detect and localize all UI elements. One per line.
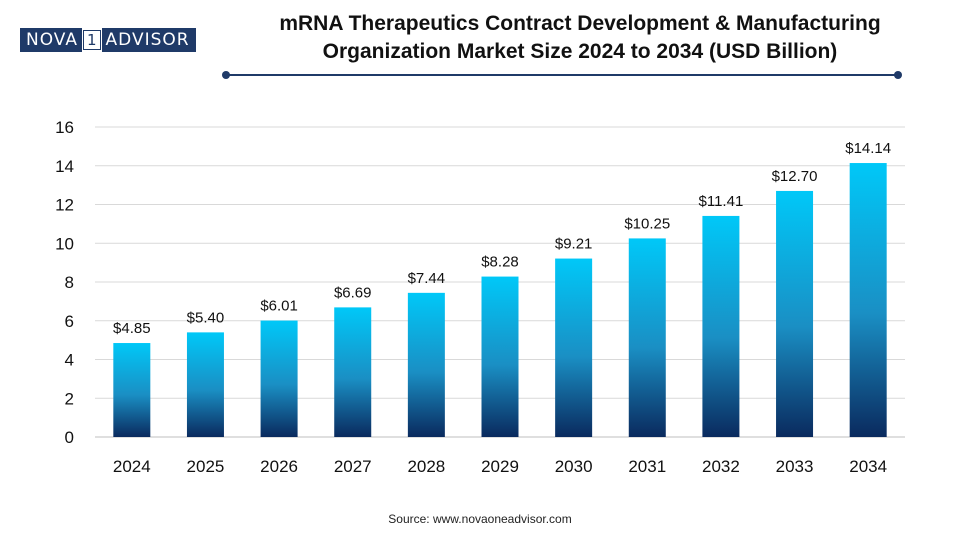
bar-value-label: $12.70 (772, 168, 818, 185)
y-tick-label: 12 (55, 196, 74, 215)
bar (407, 292, 445, 437)
brand-logo: NOVA 1 ADVISOR (20, 27, 196, 53)
bar (334, 307, 372, 437)
bar-value-label: $10.25 (624, 215, 670, 232)
bar-value-label: $5.40 (187, 309, 225, 326)
bar-value-label: $6.69 (334, 284, 372, 301)
x-tick-label: 2029 (481, 457, 519, 476)
bar (186, 332, 224, 437)
logo-nova-text: NOVA (20, 28, 82, 52)
bar-value-label: $7.44 (408, 270, 446, 287)
x-tick-label: 2027 (334, 457, 372, 476)
chart-title-line-2: Organization Market Size 2024 to 2034 (U… (322, 40, 838, 63)
y-tick-label: 6 (65, 312, 74, 331)
bar (702, 215, 740, 437)
chart-title: mRNA Therapeutics Contract Development &… (200, 10, 960, 66)
bar (481, 276, 519, 437)
title-underline (222, 71, 902, 79)
chart-title-line-1: mRNA Therapeutics Contract Development &… (279, 12, 881, 35)
x-tick-label: 2024 (113, 457, 151, 476)
y-tick-label: 16 (55, 118, 74, 137)
x-tick-label: 2025 (187, 457, 225, 476)
bar (628, 238, 666, 437)
logo-advisor-text: ADVISOR (101, 28, 196, 52)
bar-value-label: $9.21 (555, 236, 593, 253)
x-tick-label: 2032 (702, 457, 740, 476)
logo-one-box: 1 (82, 30, 101, 50)
bar (776, 190, 814, 437)
bar-value-label: $11.41 (699, 193, 744, 210)
x-tick-label: 2031 (628, 457, 666, 476)
x-tick-label: 2034 (849, 457, 887, 476)
bar-value-label: $4.85 (113, 320, 151, 337)
x-tick-label: 2028 (407, 457, 445, 476)
x-tick-label: 2030 (555, 457, 593, 476)
y-tick-label: 14 (55, 157, 74, 176)
y-tick-label: 8 (65, 273, 74, 292)
y-tick-label: 4 (65, 351, 74, 370)
y-tick-label: 0 (65, 428, 74, 447)
bar-value-label: $14.14 (845, 140, 891, 157)
bar-value-label: $6.01 (260, 298, 298, 315)
bar (555, 258, 593, 437)
bar-value-label: $8.28 (481, 254, 519, 271)
bar (260, 320, 298, 437)
x-tick-label: 2033 (776, 457, 814, 476)
y-tick-label: 2 (65, 389, 74, 408)
x-tick-label: 2026 (260, 457, 298, 476)
bar (849, 163, 887, 437)
bar (113, 343, 151, 437)
source-note: Source: www.novaoneadvisor.com (388, 512, 572, 526)
y-tick-label: 10 (55, 234, 74, 253)
